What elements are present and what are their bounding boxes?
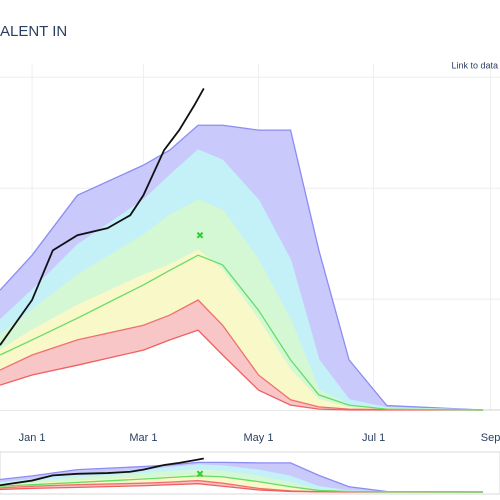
x-tick-label: Sep bbox=[481, 432, 500, 444]
band-line bbox=[0, 254, 484, 411]
slider-band-line bbox=[0, 461, 484, 493]
x-tick-label: May 1 bbox=[244, 432, 274, 444]
data-link[interactable]: Link to data bbox=[451, 60, 498, 70]
band-line bbox=[0, 249, 484, 411]
slider-marker bbox=[196, 470, 204, 478]
chart-title: ALENT IN bbox=[0, 23, 67, 40]
x-tick-label: Mar 1 bbox=[129, 432, 157, 444]
band-line bbox=[0, 149, 484, 411]
marker bbox=[196, 231, 204, 239]
range-slider[interactable] bbox=[0, 451, 500, 495]
band-line bbox=[0, 329, 484, 411]
slider-observed-line bbox=[0, 457, 204, 487]
observed-line bbox=[0, 87, 205, 346]
band-line bbox=[0, 299, 484, 411]
band-line bbox=[0, 124, 484, 411]
slider-band-line bbox=[0, 475, 484, 493]
x-tick-label: Jan 1 bbox=[19, 432, 46, 444]
x-tick-label: Jul 1 bbox=[362, 432, 385, 444]
band-area bbox=[0, 330, 484, 410]
slider-band-area bbox=[0, 483, 484, 492]
